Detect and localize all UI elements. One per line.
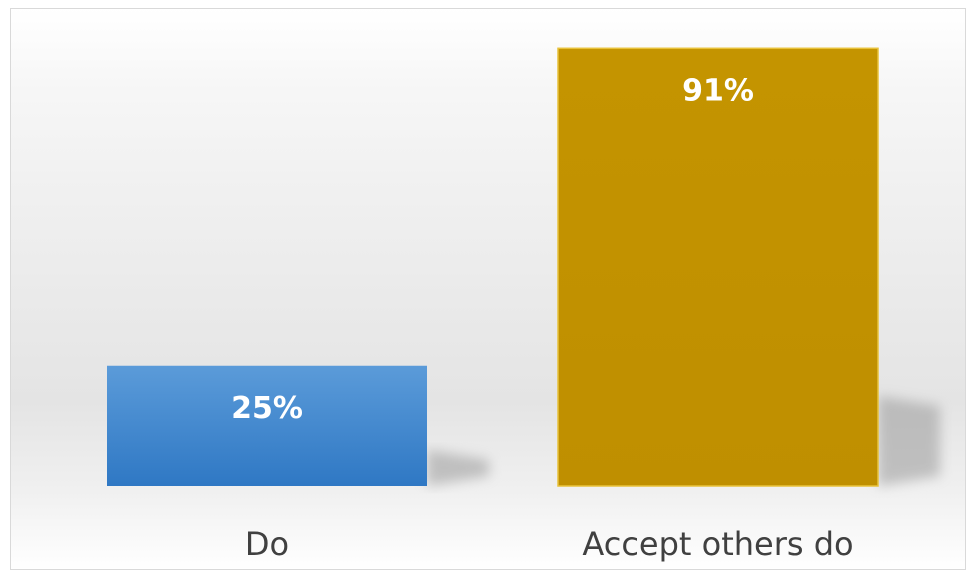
data-labels-group: 25% 91% — [231, 73, 754, 425]
category-labels-group: Do Accept others do — [245, 525, 854, 563]
bar-shadow-1 — [878, 396, 940, 486]
data-label-0: 25% — [231, 391, 303, 426]
chart-border — [10, 8, 966, 570]
data-label-1: 91% — [682, 73, 754, 108]
bar-do — [107, 365, 427, 486]
category-label-0: Do — [245, 525, 289, 563]
bar-shadow-0 — [427, 449, 489, 486]
bar-shadows — [427, 396, 940, 486]
category-label-1: Accept others do — [582, 525, 853, 563]
bars-group — [107, 47, 879, 487]
bar-accept-others-do — [557, 47, 879, 487]
